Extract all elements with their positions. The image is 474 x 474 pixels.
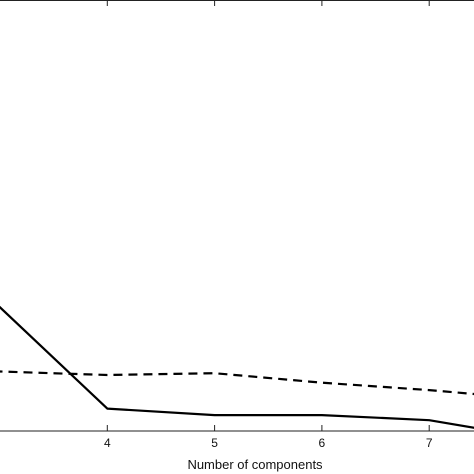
x-tick-label: 5 <box>211 436 218 450</box>
series-lines <box>0 305 474 429</box>
x-axis-title: Number of components <box>187 457 323 472</box>
x-tick-label: 6 <box>319 436 326 450</box>
series-line-dashed <box>0 370 474 396</box>
plot-frame <box>0 0 474 432</box>
x-tick-label: 7 <box>426 436 433 450</box>
x-tick-label: 4 <box>104 436 111 450</box>
series-line-solid <box>0 305 474 429</box>
x-ticks: 4 5 6 7 <box>104 0 433 450</box>
